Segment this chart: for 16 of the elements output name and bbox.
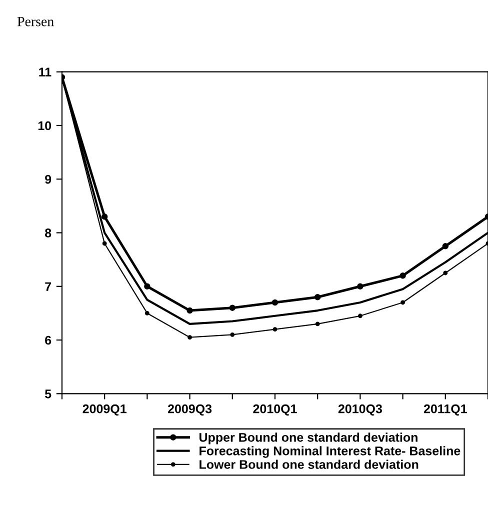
y-tick-label: 10 <box>38 121 52 130</box>
x-tick-label: 2011Q1 <box>424 404 467 416</box>
legend-label: Forecasting Nominal Interest Rate- Baseline <box>200 446 460 458</box>
y-tick-label: 5 <box>44 390 52 398</box>
legend-label: Upper Bound one standard deviation <box>200 432 418 444</box>
x-tick-label: 2010Q3 <box>338 404 382 416</box>
y-tick-label: 6 <box>45 336 52 345</box>
y-axis-title: Persen <box>17 17 54 26</box>
legend-label: Lower Bound one standard deviation <box>200 460 418 469</box>
y-tick-label: 8 <box>45 228 52 238</box>
y-tick-label: 7 <box>45 282 52 291</box>
y-tick-label: 11 <box>39 68 52 76</box>
x-tick-label: 2009Q1 <box>82 404 126 416</box>
x-tick-label: 2010Q1 <box>253 404 297 416</box>
y-tick-label: 9 <box>45 174 52 184</box>
x-tick-label: 2009Q3 <box>168 404 212 416</box>
